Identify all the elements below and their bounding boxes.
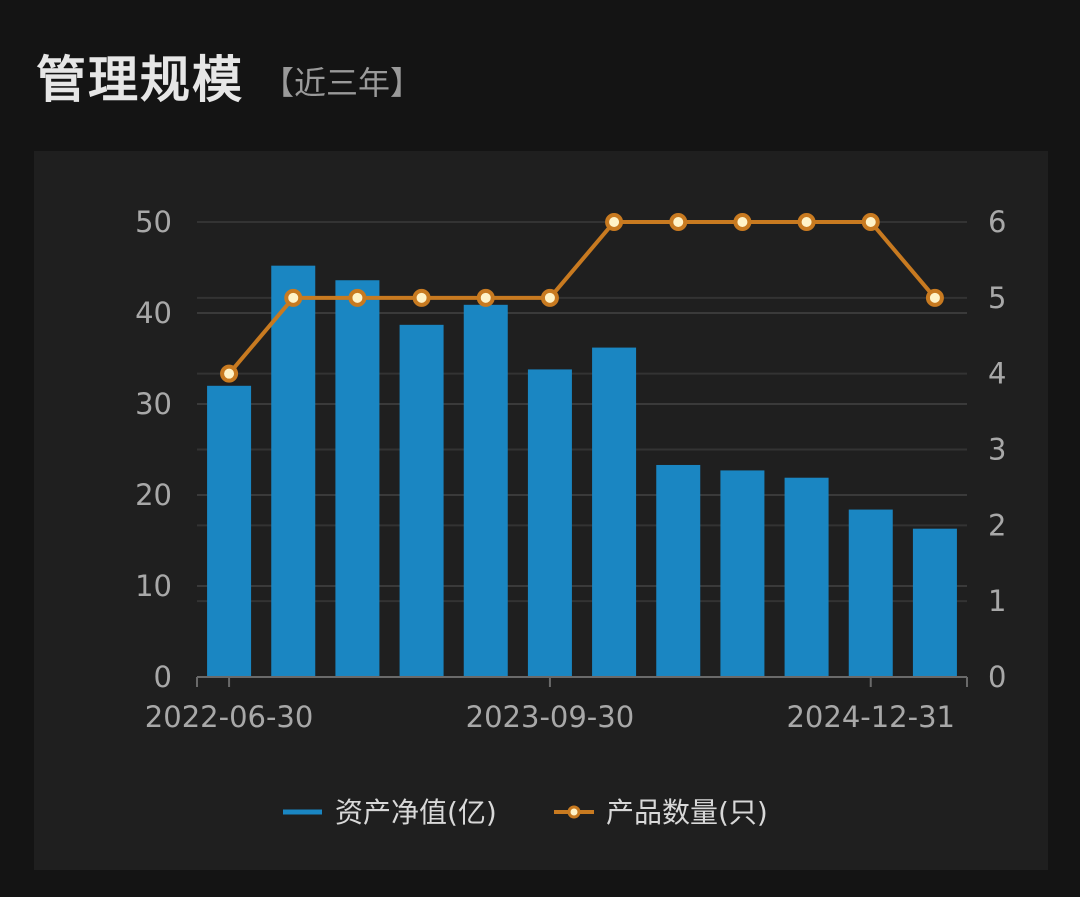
- line-point: [348, 288, 367, 307]
- bar: [720, 470, 765, 677]
- x-tick-label: 2024-12-31: [786, 700, 955, 734]
- y-left-tick-label: 0: [154, 660, 172, 694]
- x-tick-label: 2022-06-30: [145, 700, 314, 734]
- bar: [399, 324, 444, 677]
- line-point: [476, 288, 495, 307]
- bar: [592, 347, 637, 677]
- y-left-tick-label: 30: [135, 387, 172, 421]
- line-point: [540, 288, 559, 307]
- bar: [656, 464, 701, 677]
- page-subtitle: 【近三年】: [262, 64, 423, 102]
- y-right-tick-label: 6: [988, 205, 1006, 239]
- y-left-tick-label: 40: [135, 296, 172, 330]
- y-right-tick-label: 0: [988, 660, 1006, 694]
- y-left-tick-label: 20: [135, 478, 172, 512]
- legend-label-product-count: 产品数量(只): [606, 796, 768, 829]
- bar: [335, 280, 380, 677]
- y-right-tick-label: 4: [988, 357, 1006, 391]
- bar: [912, 528, 957, 677]
- legend-line-marker: [567, 805, 581, 819]
- line-point: [220, 364, 239, 383]
- line-point: [669, 213, 688, 231]
- line-point: [861, 213, 880, 231]
- bar: [207, 385, 252, 677]
- bar: [271, 265, 316, 677]
- page-title: 管理规模: [36, 51, 244, 109]
- line-point: [733, 213, 752, 231]
- bar: [527, 369, 572, 677]
- y-left-tick-label: 10: [135, 569, 172, 603]
- legend-label-net-assets: 资产净值(亿): [335, 796, 497, 829]
- line-point: [605, 213, 624, 231]
- line-point: [412, 288, 431, 307]
- line-point: [925, 288, 944, 307]
- y-right-tick-label: 1: [988, 584, 1006, 618]
- bar: [848, 509, 893, 677]
- y-left-tick-label: 50: [135, 205, 172, 239]
- line-point: [797, 213, 816, 231]
- y-right-tick-label: 2: [988, 508, 1006, 542]
- product-count-line: [227, 220, 937, 375]
- bar: [463, 304, 508, 677]
- line-point: [284, 288, 303, 307]
- y-right-tick-label: 3: [988, 433, 1006, 467]
- y-right-tick-label: 5: [988, 281, 1006, 315]
- bar: [784, 477, 829, 677]
- x-tick-label: 2023-09-30: [466, 700, 635, 734]
